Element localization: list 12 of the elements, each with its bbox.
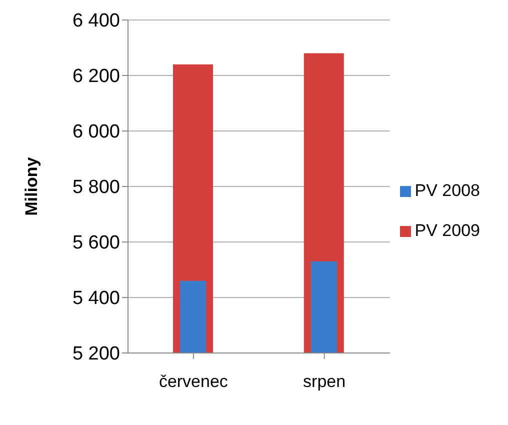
y-axis-title: Miliony bbox=[22, 156, 42, 216]
y-tick-label: 5 400 bbox=[72, 288, 120, 310]
x-tick-label: srpen bbox=[303, 372, 346, 392]
y-tick-label: 5 800 bbox=[72, 177, 120, 198]
y-tick-label: 5 200 bbox=[72, 344, 120, 365]
x-tick-label: červenec bbox=[158, 372, 228, 392]
y-tick-label: 6 400 bbox=[72, 10, 120, 32]
legend-label: PV 2009 bbox=[414, 220, 480, 240]
legend-label: PV 2008 bbox=[414, 180, 480, 200]
y-tick-label: 5 600 bbox=[72, 232, 120, 254]
y-tick-label: 6 000 bbox=[72, 122, 120, 143]
y-tick-label: 6 200 bbox=[72, 66, 120, 88]
